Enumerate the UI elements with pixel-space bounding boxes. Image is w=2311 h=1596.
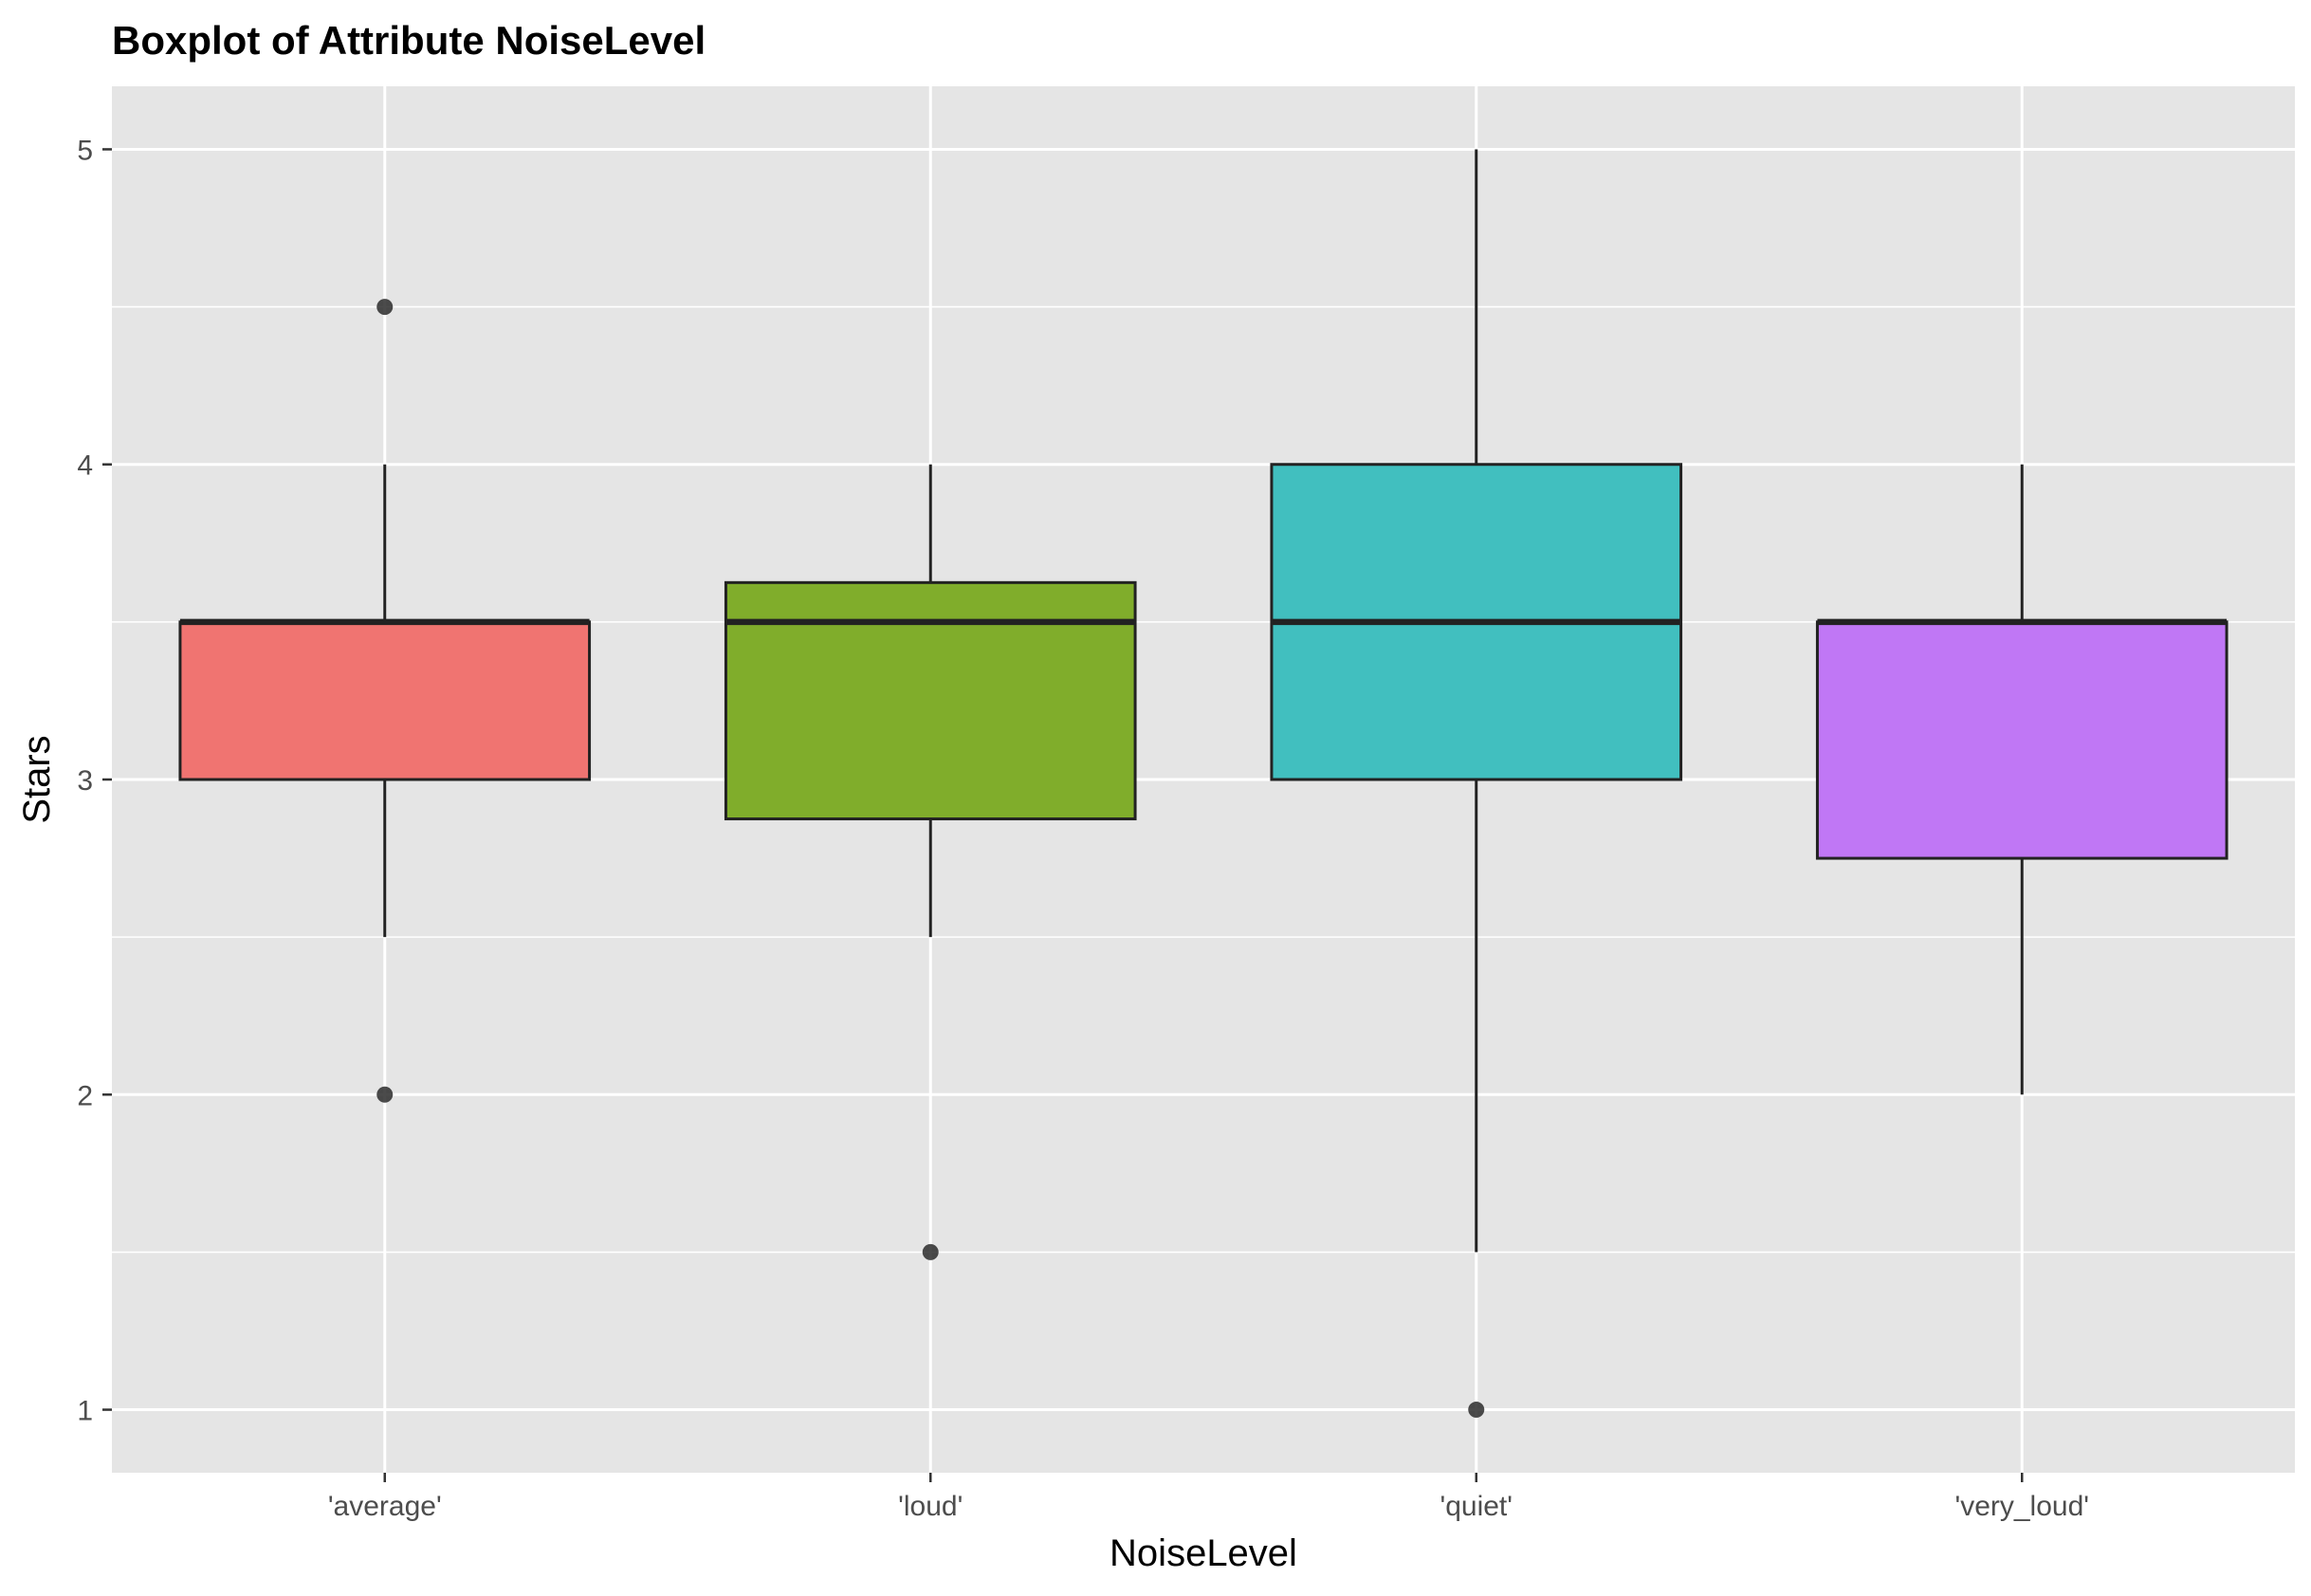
box-body [1815,620,2228,860]
box-3 [1815,464,2228,1095]
outlier-point [922,1243,939,1260]
x-tick-label: 'average' [328,1491,442,1522]
box-0 [178,299,592,1103]
y-tick-label: 2 [77,1080,93,1111]
y-tick-label: 5 [77,135,93,166]
outlier-point [1468,1402,1485,1419]
box-body [178,620,592,781]
box-2 [1270,149,1683,1419]
x-tick-label: 'quiet' [1440,1491,1513,1522]
box-1 [724,464,1137,1260]
box-body [724,580,1137,821]
y-tick-label: 4 [77,450,93,482]
y-axis-title: Stars [16,735,58,823]
boxes [178,149,2228,1419]
outlier-point [376,299,394,316]
y-axis: 1 2 3 4 5 [77,135,112,1427]
x-tick-label: 'loud' [898,1491,963,1522]
outlier-point [376,1086,394,1103]
x-tick-label: 'very_loud' [1954,1491,2089,1522]
chart-title: Boxplot of Attribute NoiseLevel [112,18,706,63]
y-tick-label: 3 [77,765,93,797]
x-axis: 'average' 'loud' 'quiet' 'very_loud' [328,1473,2089,1522]
x-axis-title: NoiseLevel [1110,1532,1297,1574]
y-tick-label: 1 [77,1396,93,1427]
